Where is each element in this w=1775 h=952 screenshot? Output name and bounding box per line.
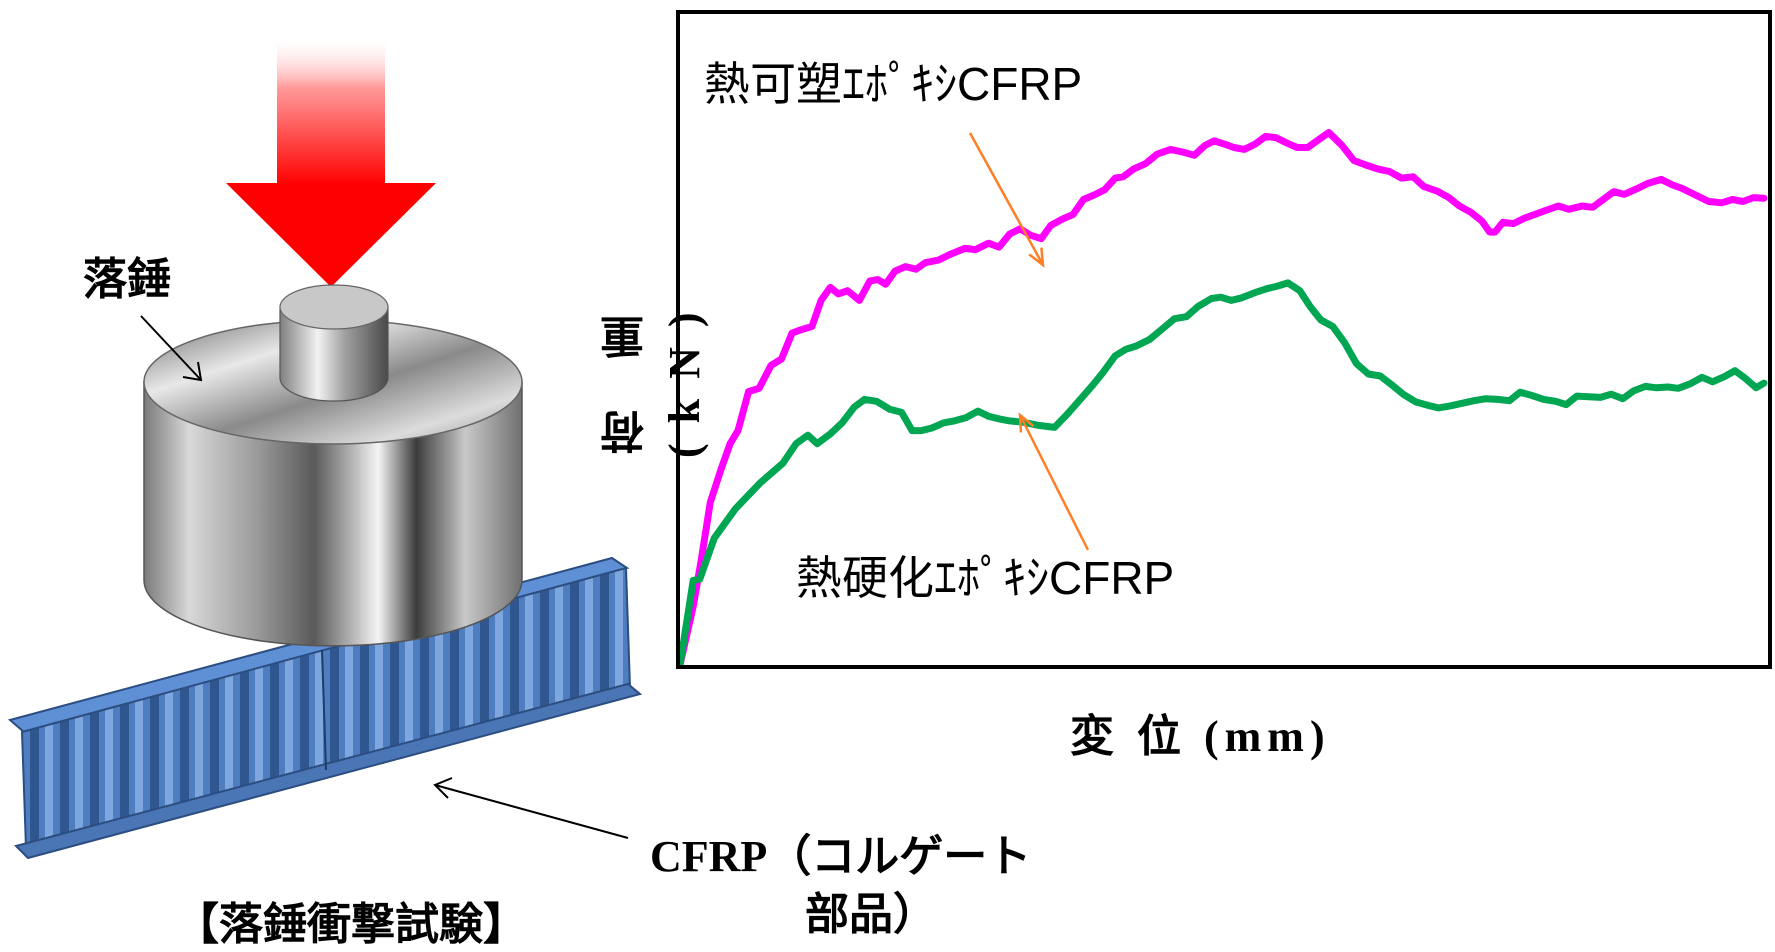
cfrp-part-label-line1: CFRP（コルゲート (650, 832, 1032, 881)
series-line-thermoplastic (676, 129, 1768, 669)
load-arrow-icon (226, 35, 436, 287)
series-label-thermoplastic: 熱可塑ｴﾎﾟｷｼCFRP (704, 58, 1082, 110)
y-axis-label: 荷 重 (kN) (602, 292, 709, 458)
cfrp-part-label-line2: 部品） (805, 889, 937, 940)
x-axis-label: 変 位 (mm) (1070, 712, 1331, 761)
annotation-arrowhead-icon (1018, 412, 1035, 433)
series-line-thermoset (676, 279, 1768, 669)
annotation-arrowhead-icon (1028, 247, 1045, 268)
beam-pointer-arrow (433, 777, 629, 839)
drop-weight (143, 284, 523, 647)
load-displacement-chart: 熱可塑ｴﾎﾟｷｼCFRP 熱硬化ｴﾎﾟｷｼCFRP (676, 58, 1768, 669)
series-label-thermoset: 熱硬化ｴﾎﾟｷｼCFRP (796, 552, 1174, 604)
annotation-arrow-thermoset (1018, 414, 1090, 551)
test-title: 【落錘衝撃試験】 (175, 899, 527, 950)
weight-pointer-arrow (140, 315, 203, 382)
annotation-arrow-thermoplastic (968, 132, 1045, 266)
drop-weight-label: 落錘 (83, 254, 171, 305)
plot-frame (676, 10, 1772, 669)
